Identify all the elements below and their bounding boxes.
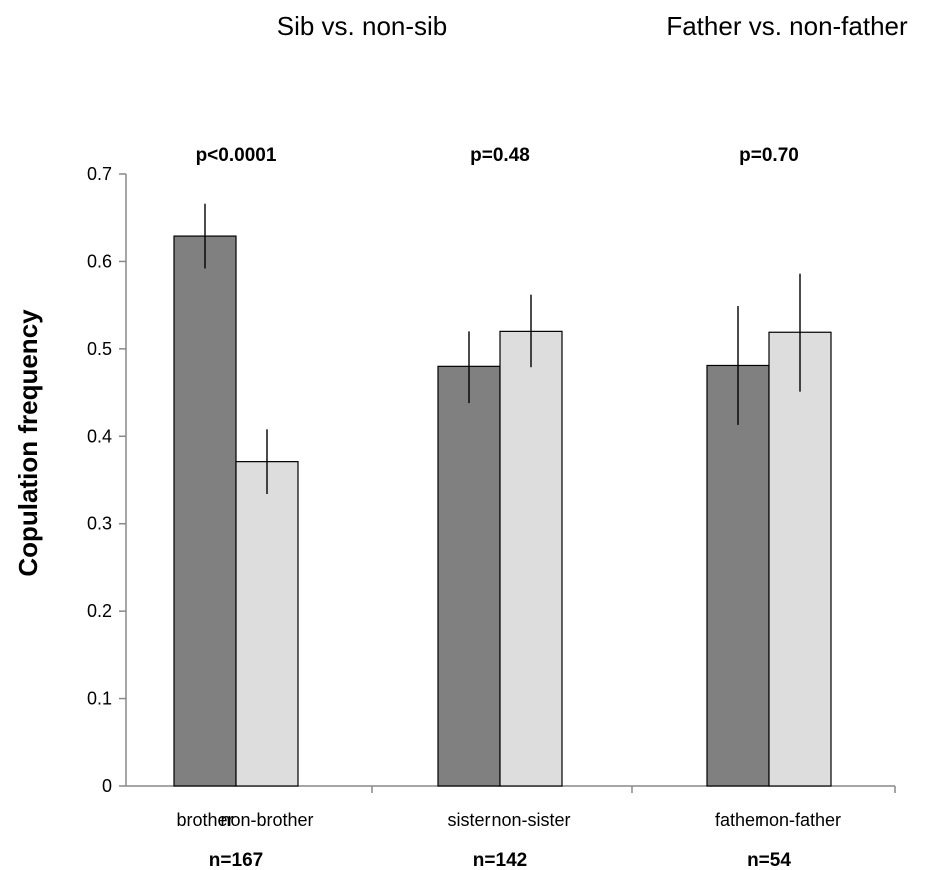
- y-tick-label: 0.1: [87, 689, 112, 709]
- y-tick-label: 0.3: [87, 514, 112, 534]
- y-tick-label: 0.6: [87, 251, 112, 271]
- p-value-label: p=0.48: [470, 145, 530, 166]
- bar-non-brother: [235, 461, 299, 787]
- bar-non-sister: [499, 330, 563, 787]
- plot-area: 0 0.1 0.2 0.3 0.4 0.5 0.6 0.7 p<0.0001 n=167 broth…: [87, 145, 896, 870]
- category-label-non-sister: non-sister: [491, 810, 570, 830]
- p-value-label: p<0.0001: [196, 145, 277, 166]
- y-tick-label: 0.4: [87, 426, 112, 446]
- y-tick-label: 0.2: [87, 601, 112, 621]
- y-tick-label: 0.7: [87, 164, 112, 184]
- y-axis-label: Copulation frequency: [13, 309, 43, 577]
- sample-size-label: n=54: [747, 850, 791, 870]
- category-label-father: father: [715, 810, 761, 830]
- y-tick-label: 0.5: [87, 339, 112, 359]
- p-value-label: p=0.70: [739, 145, 799, 166]
- header-father-vs-non-father: Father vs. non-father: [666, 11, 908, 41]
- category-label-non-brother: non-brother: [220, 810, 313, 830]
- sample-size-label: n=142: [473, 850, 527, 870]
- category-label-non-father: non-father: [759, 810, 841, 830]
- sample-size-label: n=167: [209, 850, 263, 870]
- bar-brother: [173, 235, 237, 787]
- category-label-sister: sister: [447, 810, 490, 830]
- bar-non-father: [768, 331, 832, 787]
- category-label-brother: brother: [176, 810, 233, 830]
- bar-father: [706, 364, 770, 787]
- bar-sister: [437, 365, 501, 787]
- y-tick-label: 0: [102, 776, 112, 796]
- header-sib-vs-non-sib: Sib vs. non-sib: [277, 11, 448, 41]
